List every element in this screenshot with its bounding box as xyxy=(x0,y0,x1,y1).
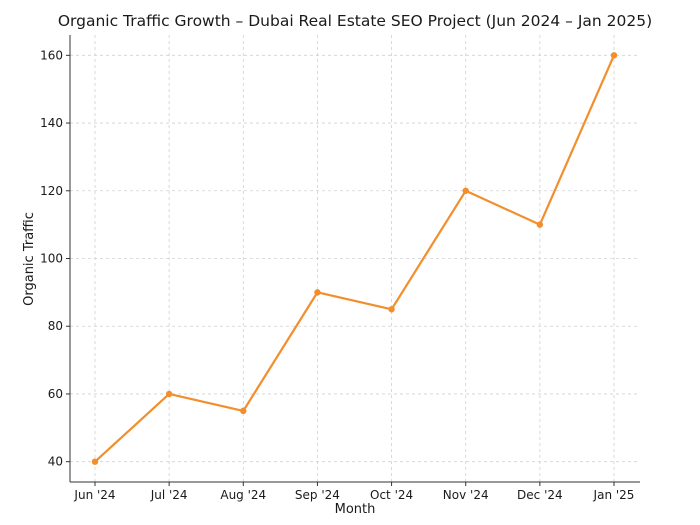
grid-lines xyxy=(70,35,640,482)
y-tick-label: 60 xyxy=(48,387,63,401)
y-tick-label: 160 xyxy=(40,48,63,62)
x-tick-label: Jul '24 xyxy=(150,488,188,502)
data-point xyxy=(240,407,247,415)
data-point xyxy=(91,458,99,465)
y-tick-label: 100 xyxy=(40,252,63,266)
y-tick-label: 80 xyxy=(48,319,63,333)
series-layer xyxy=(91,52,618,465)
y-tick-label: 40 xyxy=(48,455,63,469)
axes: Jun '24 Jul '24 Aug '24 Sep '24 Oct '24 Nov '… xyxy=(40,35,640,502)
x-tick-label: Jun '24 xyxy=(73,488,115,502)
x-tick-label: Aug '24 xyxy=(220,488,266,502)
x-tick-label: Sep '24 xyxy=(295,488,340,502)
data-point xyxy=(314,289,321,296)
x-tick-label: Nov '24 xyxy=(443,488,489,502)
data-point xyxy=(610,52,618,59)
data-point xyxy=(388,306,395,313)
y-tick-label: 140 xyxy=(40,116,63,130)
y-tick-label: 120 xyxy=(40,184,63,198)
x-tick-label: Jan '25 xyxy=(593,488,635,502)
chart-title: Organic Traffic Growth – Dubai Real Esta… xyxy=(58,12,652,30)
data-point xyxy=(536,221,544,228)
x-tick-label: Dec '24 xyxy=(517,488,563,502)
data-point xyxy=(462,187,469,194)
series-line xyxy=(94,54,616,463)
y-axis-label: Organic Traffic xyxy=(22,212,37,306)
x-tick-label: Oct '24 xyxy=(370,488,413,502)
x-axis-label: Month xyxy=(335,502,376,517)
data-point xyxy=(165,390,173,398)
